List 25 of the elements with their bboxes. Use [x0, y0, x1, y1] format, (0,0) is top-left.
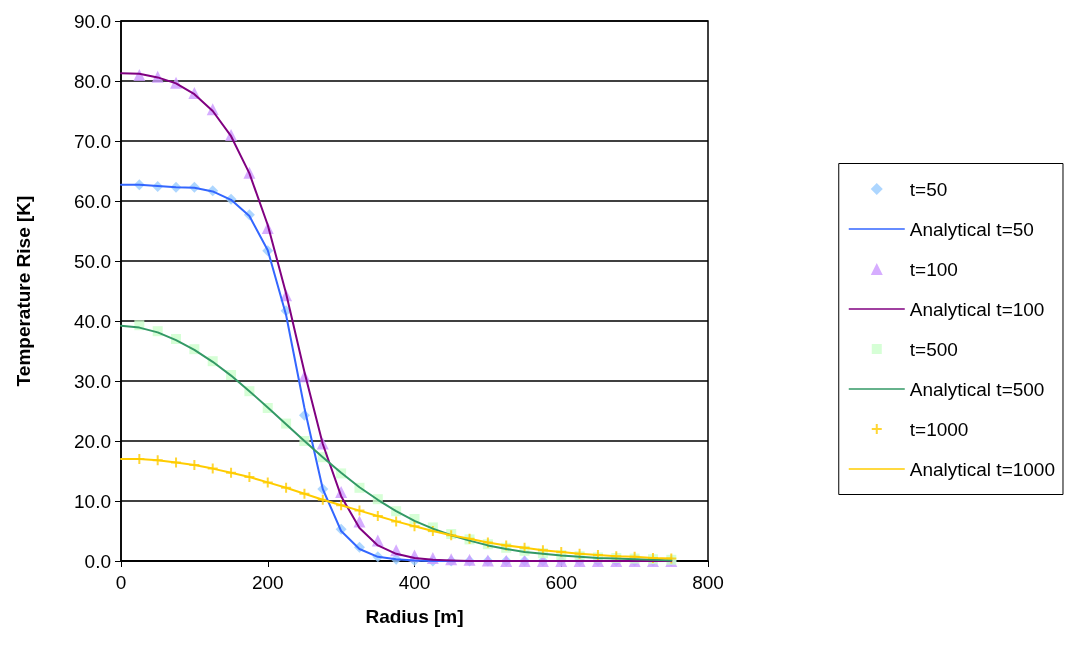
- x-tick-label: 800: [692, 572, 724, 593]
- y-tick-label: 0.0: [84, 550, 111, 572]
- legend-label: Analytical t=1000: [909, 458, 1056, 480]
- legend-label: Analytical t=500: [909, 378, 1045, 400]
- legend-label: t=50: [909, 178, 948, 200]
- y-tick-label: 20.0: [74, 430, 111, 452]
- legend-label: t=500: [909, 338, 958, 360]
- y-tick-label: 10.0: [74, 490, 111, 512]
- y-tick-label: 70.0: [74, 130, 111, 152]
- y-tick-label: 90.0: [74, 10, 111, 32]
- legend-label: Analytical t=100: [909, 298, 1045, 320]
- y-tick-label: 40.0: [74, 310, 111, 332]
- x-tick-label: 600: [545, 572, 578, 593]
- x-axis-title: Radius [m]: [365, 606, 464, 627]
- legend-label: Analytical t=50: [909, 218, 1034, 240]
- x-tick-label: 400: [398, 572, 431, 593]
- legend-label: t=100: [909, 258, 958, 280]
- y-tick-label: 30.0: [74, 370, 111, 392]
- y-tick-label: 60.0: [74, 190, 111, 212]
- legend-label: t=1000: [909, 418, 969, 440]
- y-tick-label: 80.0: [74, 70, 111, 92]
- x-tick-label: 0: [115, 572, 127, 593]
- y-axis-title: Temperature Rise [K]: [13, 195, 34, 387]
- x-tick-label: 200: [251, 572, 284, 593]
- y-tick-label: 50.0: [74, 250, 111, 272]
